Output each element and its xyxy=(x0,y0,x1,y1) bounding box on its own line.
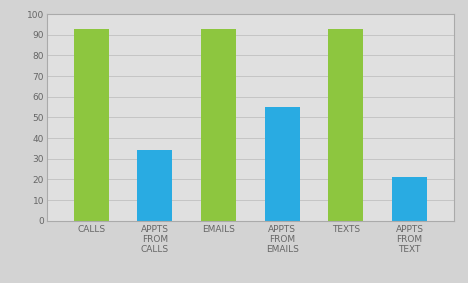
Bar xyxy=(74,29,109,221)
Bar xyxy=(329,29,363,221)
Bar xyxy=(265,107,300,221)
Bar xyxy=(138,151,172,221)
Bar xyxy=(201,29,236,221)
Bar xyxy=(392,177,427,221)
